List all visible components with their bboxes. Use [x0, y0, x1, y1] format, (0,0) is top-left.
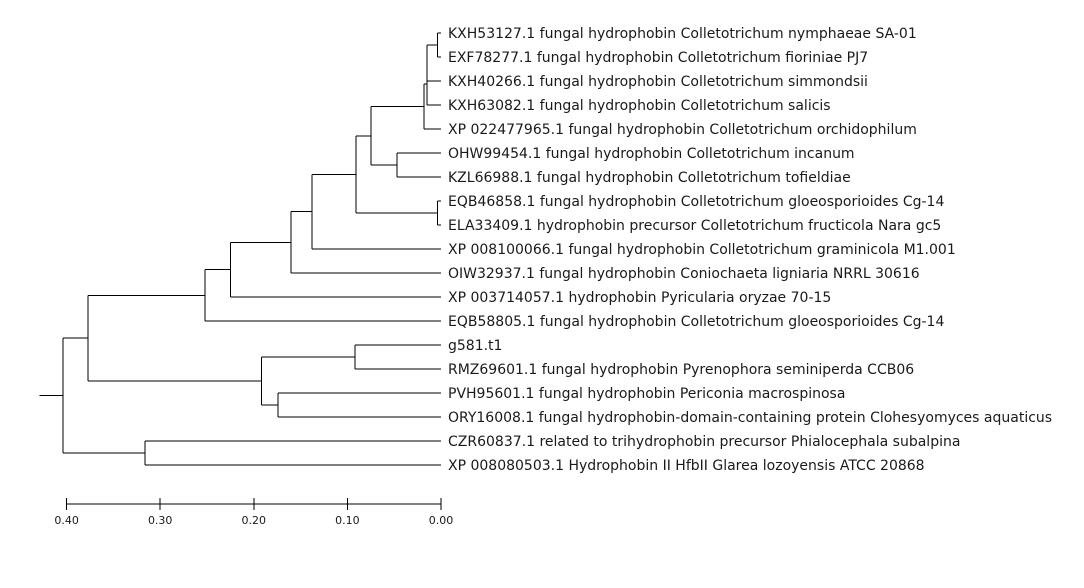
taxon-label: XP 008100066.1 fungal hydrophobin Collet…	[448, 242, 956, 258]
scale-tick-label: 0.10	[335, 514, 360, 527]
scale-axis: 0.40 0.30 0.20 0.10 0.00	[54, 498, 453, 527]
taxon-label: XP 003714057.1 hydrophobin Pyricularia o…	[448, 290, 831, 306]
taxon-label: KZL66988.1 fungal hydrophobin Colletotri…	[448, 170, 851, 186]
tree-branches	[39, 32, 441, 466]
taxon-label: KXH53127.1 fungal hydrophobin Colletotri…	[448, 26, 917, 42]
taxon-label: RMZ69601.1 fungal hydrophobin Pyrenophor…	[448, 362, 914, 378]
taxon-label: KXH63082.1 fungal hydrophobin Colletotri…	[448, 98, 831, 114]
taxon-label: ELA33409.1 hydrophobin precursor Colleto…	[448, 218, 941, 234]
scale-tick-label: 0.40	[54, 514, 79, 527]
taxon-label: KXH40266.1 fungal hydrophobin Colletotri…	[448, 74, 868, 90]
taxon-label: EXF78277.1 fungal hydrophobin Colletotri…	[448, 50, 868, 66]
taxon-label: XP 008080503.1 Hydrophobin II HfbII Glar…	[448, 458, 925, 474]
taxon-labels: KXH53127.1 fungal hydrophobin Colletotri…	[448, 26, 1052, 474]
taxon-label: XP 022477965.1 fungal hydrophobin Collet…	[448, 122, 917, 138]
taxon-label: CZR60837.1 related to trihydrophobin pre…	[448, 434, 960, 450]
taxon-label: ORY16008.1 fungal hydrophobin-domain-con…	[448, 410, 1052, 426]
taxon-label: EQB58805.1 fungal hydrophobin Colletotri…	[448, 314, 944, 330]
taxon-label: OIW32937.1 fungal hydrophobin Coniochaet…	[448, 266, 920, 282]
scale-tick-label: 0.20	[242, 514, 267, 527]
scale-tick-label: 0.30	[148, 514, 173, 527]
scale-tick-label: 0.00	[429, 514, 454, 527]
taxon-label: OHW99454.1 fungal hydrophobin Colletotri…	[448, 146, 855, 162]
taxon-label: EQB46858.1 fungal hydrophobin Colletotri…	[448, 194, 944, 210]
taxon-label: PVH95601.1 fungal hydrophobin Periconia …	[448, 386, 845, 402]
taxon-label: g581.t1	[448, 338, 502, 354]
